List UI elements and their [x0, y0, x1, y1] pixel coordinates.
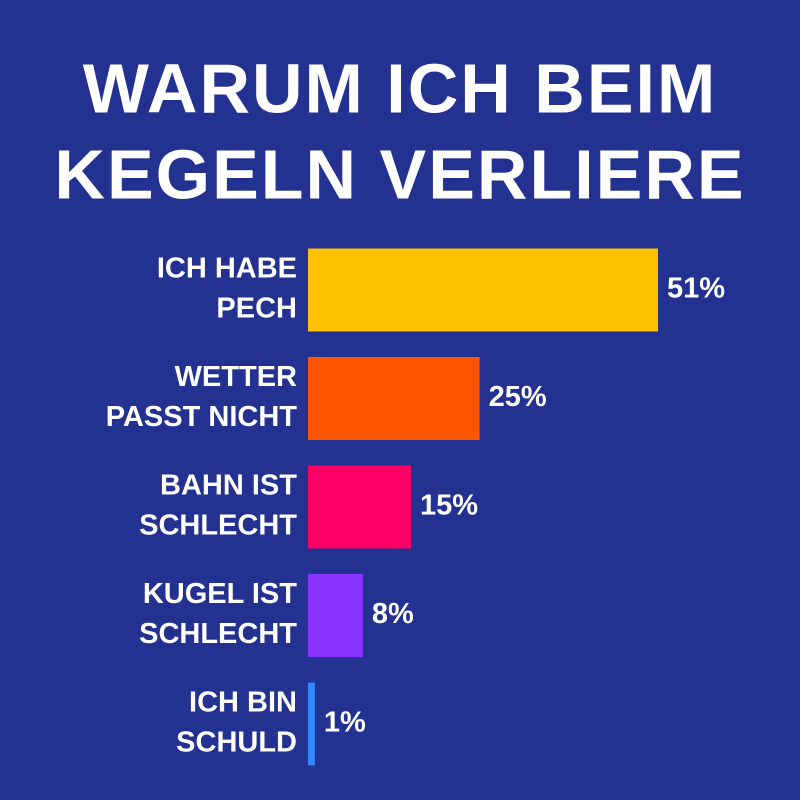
value-label: 8%	[372, 598, 414, 630]
category-label: SCHLECHT	[139, 618, 297, 650]
category-label: BAHN IST	[160, 470, 297, 502]
chart-title: KEGELN VERLIERE	[54, 135, 745, 213]
category-label: ICH HABE	[157, 253, 297, 285]
value-label: 25%	[489, 381, 547, 413]
category-label: ICH BIN	[189, 687, 297, 719]
value-label: 15%	[420, 490, 478, 522]
category-label: SCHULD	[176, 727, 297, 759]
category-label: SCHLECHT	[139, 510, 297, 542]
category-label: PASST NICHT	[106, 401, 297, 433]
bar	[308, 682, 315, 766]
category-label: PECH	[216, 293, 297, 325]
category-label: KUGEL IST	[143, 578, 297, 610]
value-label: 1%	[324, 707, 366, 739]
bar	[308, 465, 411, 549]
value-label: 51%	[667, 273, 725, 305]
bar	[308, 357, 480, 440]
category-label: WETTER	[175, 361, 297, 393]
bar	[308, 574, 363, 657]
bar	[308, 248, 658, 332]
chart-title: WARUM ICH BEIM	[83, 49, 718, 127]
